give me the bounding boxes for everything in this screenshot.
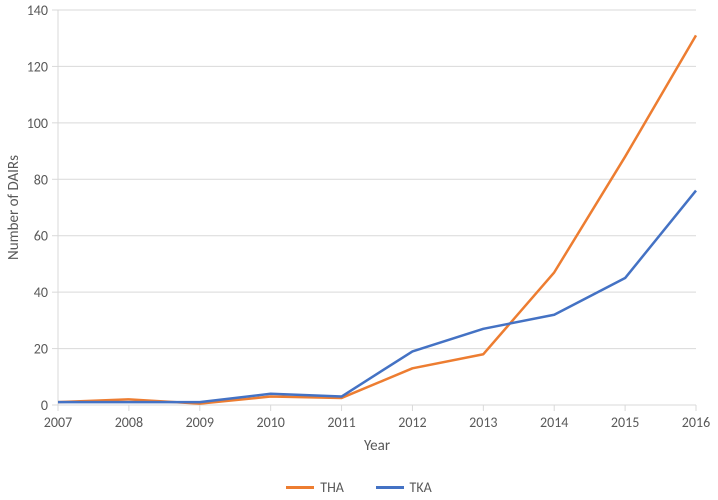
y-tick-label: 0	[41, 397, 48, 414]
legend-label-tka: TKA	[410, 479, 432, 496]
y-tick-label: 80	[34, 171, 48, 188]
x-tick-label: 2014	[540, 414, 568, 431]
y-tick-label: 100	[27, 115, 48, 132]
x-tick-label: 2010	[256, 414, 284, 431]
y-tick-label: 60	[34, 228, 48, 245]
x-axis-title: Year	[364, 437, 390, 455]
x-tick-label: 2016	[682, 414, 710, 431]
x-tick-label: 2009	[186, 414, 214, 431]
legend-label-tha: THA	[320, 479, 344, 496]
x-tick-label: 2012	[398, 414, 426, 431]
y-tick-label: 120	[27, 58, 48, 75]
x-tick-label: 2011	[327, 414, 355, 431]
legend-item-tka: TKA	[376, 479, 432, 496]
y-tick-label: 140	[27, 2, 48, 19]
y-axis-title: Number of DAIRs	[5, 155, 23, 260]
legend: THA TKA	[0, 475, 718, 496]
x-tick-label: 2007	[44, 414, 72, 431]
x-tick-label: 2015	[611, 414, 639, 431]
legend-swatch-tha	[286, 486, 314, 489]
y-tick-label: 40	[34, 284, 48, 301]
legend-swatch-tka	[376, 486, 404, 489]
x-tick-label: 2013	[469, 414, 497, 431]
chart-container: 0 20 40 60 80 100 120 140 2007 2008 2009 2010 2011 20…	[0, 0, 718, 500]
chart-svg: 0 20 40 60 80 100 120 140 2007 2008 2009 2010 2011 20…	[0, 0, 718, 460]
legend-item-tha: THA	[286, 479, 344, 496]
y-tick-label: 20	[34, 341, 48, 358]
x-tick-label: 2008	[115, 414, 143, 431]
